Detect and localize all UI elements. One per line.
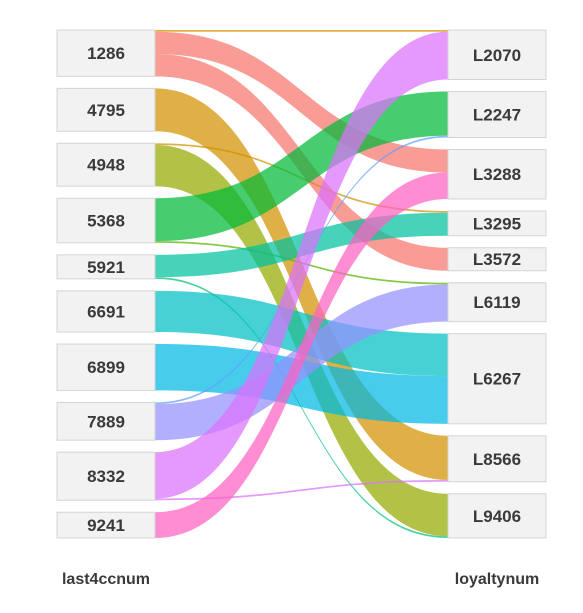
right-node-label-L8566: L8566 bbox=[473, 450, 521, 469]
left-node-box-7889 bbox=[56, 401, 156, 441]
left-node-label-7889: 7889 bbox=[87, 412, 125, 431]
left-node-label-5368: 5368 bbox=[87, 212, 125, 231]
left-node-box-6691 bbox=[56, 290, 156, 333]
right-node-label-L6267: L6267 bbox=[473, 370, 521, 389]
left-node-label-6899: 6899 bbox=[87, 358, 125, 377]
left-node-box-4795 bbox=[56, 87, 156, 132]
left-node-box-6899 bbox=[56, 343, 156, 391]
flow-1286-L2070 bbox=[155, 30, 448, 32]
flow-8332-L8566 bbox=[155, 480, 448, 501]
right-node-label-L3295: L3295 bbox=[473, 214, 521, 233]
left-node-label-4795: 4795 bbox=[87, 101, 125, 120]
right-node-label-L2070: L2070 bbox=[473, 46, 521, 65]
right-node-label-L3288: L3288 bbox=[473, 165, 521, 184]
left-node-box-1286 bbox=[56, 29, 156, 77]
right-node-label-L6119: L6119 bbox=[473, 293, 520, 312]
right-node-label-L9406: L9406 bbox=[473, 507, 521, 526]
flows-layer bbox=[155, 30, 448, 538]
left-node-label-8332: 8332 bbox=[87, 467, 125, 486]
right-node-box-L6267 bbox=[447, 333, 547, 425]
left-node-label-6691: 6691 bbox=[87, 302, 125, 321]
flow-8332-L2070 bbox=[155, 31, 448, 499]
flow-5368-L2247 bbox=[155, 91, 448, 242]
nodes-layer: 1286 4795 4948 5368 5921 6691 6899 7889 8332 9241… bbox=[56, 29, 547, 539]
right-node-box-L9406 bbox=[447, 493, 547, 539]
flow-5921-L9406 bbox=[155, 277, 448, 538]
left-node-label-9241: 9241 bbox=[87, 516, 125, 535]
left-node-box-5921 bbox=[56, 254, 156, 280]
flow-6691-L6267 bbox=[155, 290, 448, 377]
right-node-label-L3572: L3572 bbox=[473, 250, 521, 269]
right-node-box-L2247 bbox=[447, 91, 547, 138]
right-node-box-L3288 bbox=[447, 148, 547, 200]
left-node-label-1286: 1286 bbox=[87, 44, 125, 63]
left-node-box-8332 bbox=[56, 451, 156, 501]
x-axis-label-right: loyaltynum bbox=[455, 571, 539, 588]
left-node-label-4948: 4948 bbox=[87, 156, 125, 175]
left-node-box-4948 bbox=[56, 142, 156, 187]
right-node-label-L2247: L2247 bbox=[473, 105, 521, 124]
flow-6899-L6267 bbox=[155, 344, 448, 424]
right-node-box-L3295 bbox=[447, 210, 547, 237]
left-node-label-5921: 5921 bbox=[87, 258, 125, 277]
right-node-box-L2070 bbox=[447, 29, 547, 81]
left-node-box-5368 bbox=[56, 197, 156, 244]
right-node-box-L3572 bbox=[447, 247, 547, 272]
left-node-box-9241 bbox=[56, 511, 156, 539]
flow-9241-L3288 bbox=[155, 172, 448, 538]
right-node-box-L6119 bbox=[447, 282, 547, 323]
right-node-box-L8566 bbox=[447, 435, 547, 483]
x-axis-label-left: last4ccnum bbox=[62, 571, 150, 588]
